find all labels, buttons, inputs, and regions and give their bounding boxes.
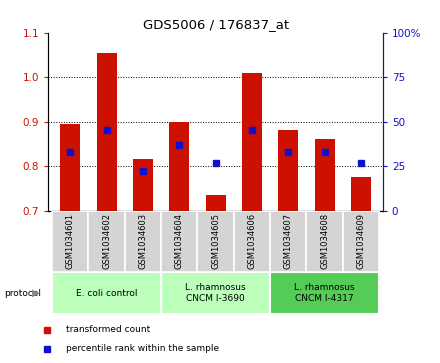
- FancyBboxPatch shape: [343, 211, 379, 272]
- Text: protocol: protocol: [4, 289, 41, 298]
- Text: L. rhamnosus
CNCM I-3690: L. rhamnosus CNCM I-3690: [185, 284, 246, 303]
- FancyBboxPatch shape: [270, 272, 379, 314]
- Text: GSM1034601: GSM1034601: [66, 213, 75, 269]
- Text: GSM1034606: GSM1034606: [247, 213, 257, 269]
- Bar: [133, 159, 153, 211]
- Bar: [96, 53, 117, 211]
- Text: GSM1034607: GSM1034607: [284, 213, 293, 269]
- Text: GSM1034603: GSM1034603: [139, 213, 147, 269]
- Text: L. rhamnosus
CNCM I-4317: L. rhamnosus CNCM I-4317: [294, 284, 355, 303]
- FancyBboxPatch shape: [270, 211, 307, 272]
- Text: ▶: ▶: [32, 288, 39, 298]
- Bar: [351, 177, 371, 211]
- Text: GSM1034605: GSM1034605: [211, 213, 220, 269]
- Bar: [205, 195, 226, 211]
- Text: GSM1034604: GSM1034604: [175, 213, 184, 269]
- FancyBboxPatch shape: [161, 211, 198, 272]
- Text: transformed count: transformed count: [66, 325, 150, 334]
- FancyBboxPatch shape: [52, 211, 88, 272]
- FancyBboxPatch shape: [198, 211, 234, 272]
- Bar: [279, 131, 298, 211]
- Bar: [60, 124, 80, 211]
- Bar: [242, 73, 262, 211]
- FancyBboxPatch shape: [88, 211, 125, 272]
- Text: percentile rank within the sample: percentile rank within the sample: [66, 344, 219, 354]
- Title: GDS5006 / 176837_at: GDS5006 / 176837_at: [143, 19, 289, 32]
- Text: GSM1034609: GSM1034609: [356, 213, 366, 269]
- FancyBboxPatch shape: [307, 211, 343, 272]
- FancyBboxPatch shape: [161, 272, 270, 314]
- Bar: [169, 122, 189, 211]
- Bar: [315, 139, 335, 211]
- FancyBboxPatch shape: [125, 211, 161, 272]
- FancyBboxPatch shape: [234, 211, 270, 272]
- FancyBboxPatch shape: [52, 272, 161, 314]
- Text: GSM1034602: GSM1034602: [102, 213, 111, 269]
- Text: GSM1034608: GSM1034608: [320, 213, 329, 269]
- Text: E. coli control: E. coli control: [76, 289, 137, 298]
